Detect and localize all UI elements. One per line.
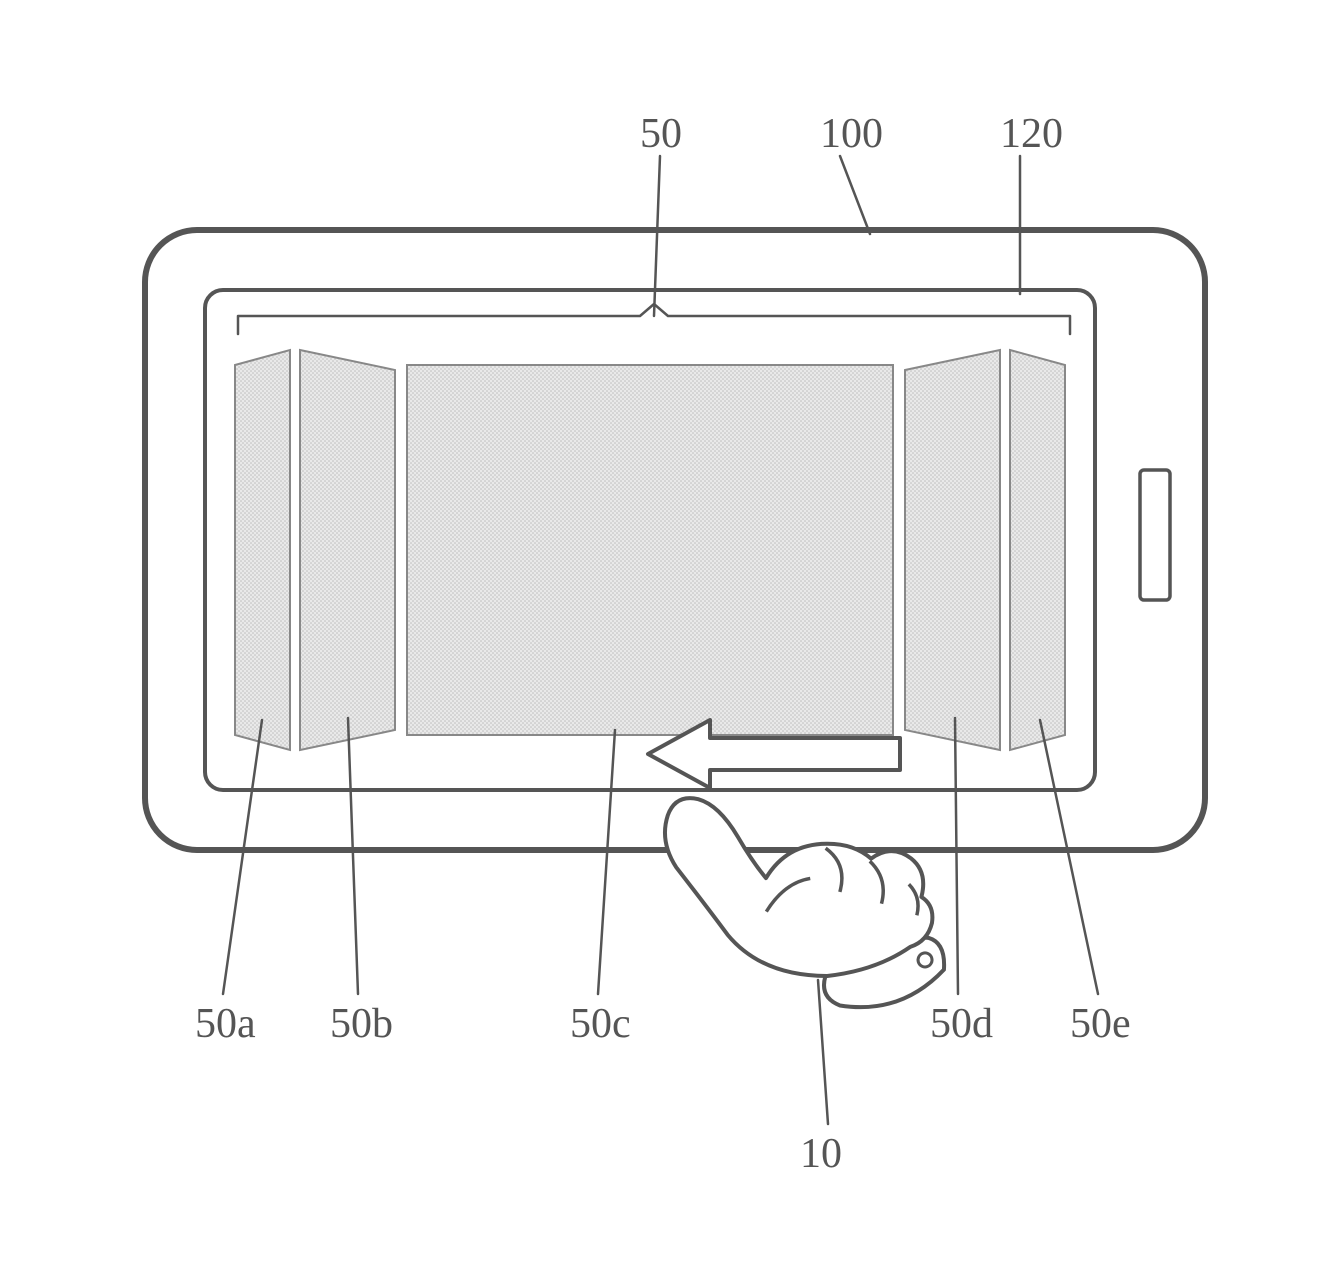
ref-label-50d: 50d: [930, 1000, 993, 1048]
patent-figure: [0, 0, 1336, 1270]
panel-50c[interactable]: [407, 365, 893, 735]
panel-50e: [1010, 350, 1065, 750]
ref-label-50a: 50a: [195, 1000, 256, 1048]
leader-line: [818, 980, 828, 1124]
ref-label-50e: 50e: [1070, 1000, 1131, 1048]
home-button[interactable]: [1140, 470, 1170, 600]
panel-50a: [235, 350, 290, 750]
leader-line: [840, 156, 870, 234]
ref-label-50: 50: [640, 110, 682, 158]
ref-label-50c: 50c: [570, 1000, 631, 1048]
ref-label-10: 10: [800, 1130, 842, 1178]
ref-label-120: 120: [1000, 110, 1063, 158]
panel-50d: [905, 350, 1000, 750]
ref-label-50b: 50b: [330, 1000, 393, 1048]
panel-50b: [300, 350, 395, 750]
ref-label-100: 100: [820, 110, 883, 158]
